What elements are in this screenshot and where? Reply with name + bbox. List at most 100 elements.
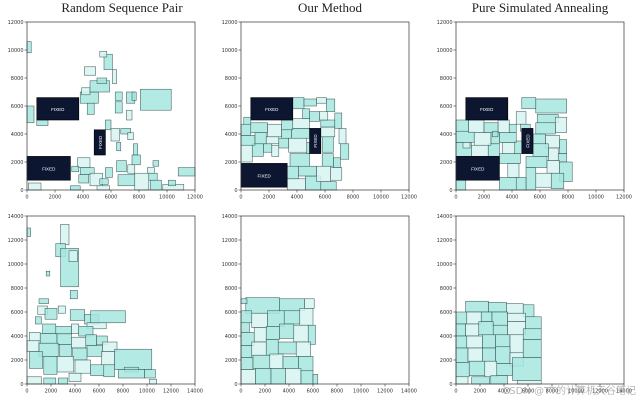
block-rect [270,368,286,385]
y-tick-label: 6000 [440,310,453,316]
block-rect [68,372,82,382]
y-tick-label: 0 [449,382,452,388]
block-rect [251,143,264,157]
block-rect [29,351,43,369]
y-tick-label: 8000 [440,286,453,292]
block-rect [455,376,469,385]
block-rect [240,310,253,324]
block-rect [117,369,145,379]
block-rect [467,347,483,362]
fixed-block [465,97,509,121]
floorplan-panel-3: FIXED FIXED FIXED 0 2000 4000 6000 8000 10000 120… [437,20,632,201]
y-tick-label: 4000 [440,334,453,340]
block-rect [240,298,248,304]
block-rect [338,128,347,145]
plot-frame [240,215,410,385]
block-rect [320,126,336,138]
floorplan-panel-4: 0 2000 4000 6000 8000 10000 12000 14000 0 2000 400… [8,214,203,395]
block-rect [255,368,272,385]
y-tick-label: 6000 [225,104,238,110]
block-rect [254,132,267,145]
block-rect [525,316,542,330]
fixed-block-label: FIXED [313,134,318,148]
block-rect [39,333,58,344]
block-rect [320,119,336,128]
block-rect [483,122,499,133]
watermark-text: CSDN @TT的计算机天谷笔记 [502,386,636,397]
block-rect [285,368,302,385]
block-rect [492,130,499,138]
x-tick-label: 14000 [616,389,632,395]
block-rect [299,308,314,326]
block-rect [496,363,513,376]
block-rect [548,147,559,161]
block-rect [59,344,72,357]
block-rect [131,91,137,101]
block-rect [535,98,567,114]
y-tick-label: 4000 [11,132,24,138]
block-rect [35,316,42,325]
x-tick-label: 0 [454,195,457,201]
block-rect [521,97,537,110]
y-tick-label: 14000 [437,214,453,220]
block-rect [291,128,310,139]
block-rect [81,87,91,96]
column-title-our-method: Our Method [298,0,362,15]
x-tick-label: 8000 [546,389,559,395]
block-rect [114,101,123,114]
block-rect [286,165,299,180]
block-rect [497,119,510,133]
y-tick-label: 10000 [222,262,238,268]
x-tick-label: 0 [239,389,242,395]
x-tick-label: 0 [239,195,242,201]
x-tick-label: 10000 [139,389,155,395]
y-tick-label: 2000 [11,358,24,364]
block-rect [321,136,334,153]
block-rect [478,321,494,336]
block-rect [281,119,294,131]
block-rect [152,160,159,167]
block-rect [177,167,196,177]
y-tick-label: 4000 [11,334,24,340]
block-rect [333,157,341,168]
y-tick-label: 2000 [225,358,238,364]
block-rect [84,66,96,76]
y-tick-label: 14000 [222,214,238,220]
block-rect [495,346,511,364]
x-tick-label: 10000 [373,195,389,201]
block-rect [96,77,108,84]
x-tick-label: 12000 [377,389,393,395]
block-rect [240,357,254,370]
x-tick-label: 2000 [259,389,272,395]
y-tick-label: 10000 [8,48,24,54]
block-rect [281,129,292,139]
block-rect [57,377,69,385]
block-rect [43,377,57,385]
block-rect [282,356,299,369]
y-tick-label: 12000 [437,20,453,26]
x-tick-label: 6000 [319,195,332,201]
block-rect [251,341,267,356]
block-rect [103,53,113,70]
y-tick-label: 4000 [225,132,238,138]
y-tick-label: 4000 [440,132,453,138]
block-rect [321,153,334,167]
block-rect [289,153,310,167]
x-tick-label: 12000 [187,195,203,201]
x-tick-label: 10000 [588,195,604,201]
block-rect [127,132,134,140]
block-rect [134,172,150,191]
block-rect [85,334,97,346]
block-rect [101,351,115,366]
block-rect [288,137,308,153]
block-rect [455,347,469,363]
x-tick-label: 10000 [568,389,584,395]
block-rect [471,144,489,157]
y-tick-label: 12000 [8,238,24,244]
block-rect [480,311,493,322]
block-rect [501,142,516,154]
block-rect [488,302,507,313]
block-rect [120,128,131,135]
block-rect [535,122,556,135]
block-rect [38,298,49,304]
